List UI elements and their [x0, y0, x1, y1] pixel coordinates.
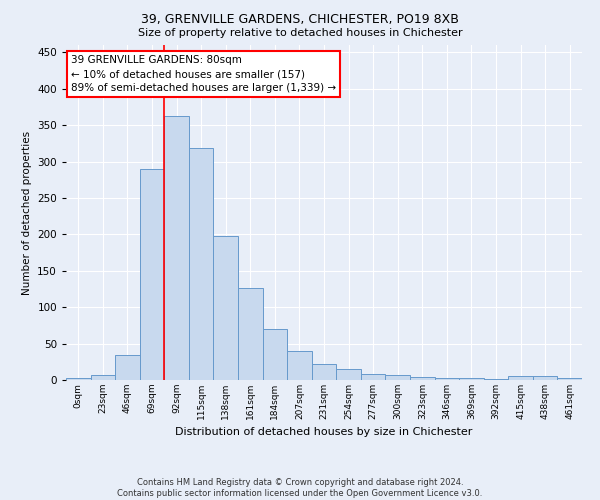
Bar — [312, 364, 336, 380]
Bar — [115, 354, 140, 380]
Bar — [287, 351, 312, 380]
Bar — [434, 378, 459, 380]
Bar — [66, 378, 91, 380]
Bar — [508, 376, 533, 380]
Text: Contains HM Land Registry data © Crown copyright and database right 2024.
Contai: Contains HM Land Registry data © Crown c… — [118, 478, 482, 498]
Bar — [238, 288, 263, 380]
Text: 39 GRENVILLE GARDENS: 80sqm
← 10% of detached houses are smaller (157)
89% of se: 39 GRENVILLE GARDENS: 80sqm ← 10% of det… — [71, 55, 336, 93]
Bar — [336, 369, 361, 380]
Bar — [214, 236, 238, 380]
Bar — [164, 116, 189, 380]
Bar — [557, 378, 582, 380]
Bar — [263, 329, 287, 380]
Text: 39, GRENVILLE GARDENS, CHICHESTER, PO19 8XB: 39, GRENVILLE GARDENS, CHICHESTER, PO19 … — [141, 12, 459, 26]
Bar — [140, 169, 164, 380]
Bar — [459, 378, 484, 380]
Bar — [484, 378, 508, 380]
Y-axis label: Number of detached properties: Number of detached properties — [22, 130, 32, 294]
Bar — [533, 376, 557, 380]
Bar — [361, 374, 385, 380]
Bar — [189, 148, 214, 380]
Bar — [91, 375, 115, 380]
X-axis label: Distribution of detached houses by size in Chichester: Distribution of detached houses by size … — [175, 428, 473, 438]
Text: Size of property relative to detached houses in Chichester: Size of property relative to detached ho… — [137, 28, 463, 38]
Bar — [385, 375, 410, 380]
Bar — [410, 377, 434, 380]
